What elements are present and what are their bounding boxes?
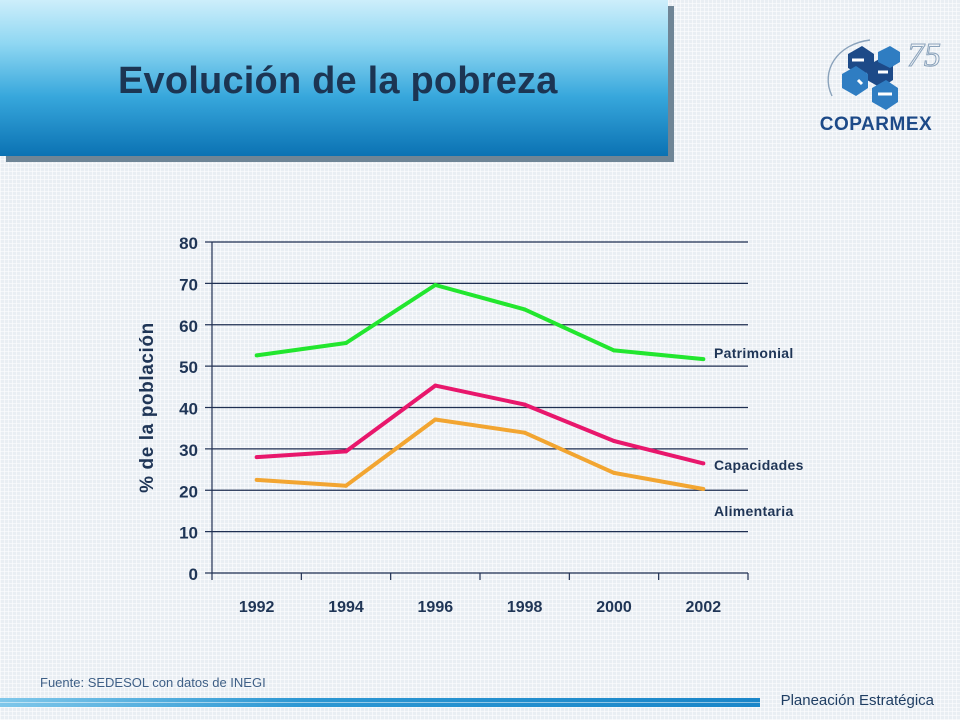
data-point <box>254 477 259 482</box>
data-point <box>701 487 706 492</box>
data-point <box>254 455 259 460</box>
x-tick-label: 1992 <box>239 599 275 616</box>
data-point <box>344 340 348 345</box>
series-line-patrimonial <box>256 283 704 362</box>
page-title: Evolución de la pobreza <box>118 60 558 102</box>
data-point <box>612 439 616 444</box>
footer-bar <box>0 698 760 707</box>
y-tick-label: 20 <box>179 482 198 501</box>
series-line-alimentaria <box>256 417 704 491</box>
series-label: Patrimonial <box>714 345 794 361</box>
title-banner: Evolución de la pobreza <box>0 0 668 156</box>
data-point <box>522 430 527 435</box>
data-point <box>344 449 348 454</box>
logo-wordmark: COPARMEX <box>819 114 933 135</box>
y-tick-label: 10 <box>179 524 198 543</box>
data-point <box>612 470 616 475</box>
x-tick-label: 2002 <box>686 599 722 616</box>
y-axis-title: % de la población <box>137 322 158 493</box>
y-tick-label: 0 <box>189 565 198 584</box>
logo-emblem-icon: 75 <box>827 37 942 110</box>
data-point <box>701 461 706 466</box>
x-tick-label: 1996 <box>418 599 454 616</box>
source-note: Fuente: SEDESOL con datos de INEGI <box>40 675 266 690</box>
data-point <box>254 353 259 358</box>
y-tick-label: 40 <box>179 400 198 419</box>
y-tick-label: 80 <box>179 234 198 253</box>
data-point <box>433 417 438 422</box>
x-tick-label: 1998 <box>507 599 543 616</box>
y-tick-label: 70 <box>179 275 198 294</box>
x-tick-label: 2000 <box>596 599 632 616</box>
data-point <box>522 307 527 312</box>
coparmex-logo: 75 COPARMEX <box>812 26 942 144</box>
data-point <box>344 483 348 488</box>
series-label: Capacidades <box>714 457 804 473</box>
data-point <box>522 402 527 407</box>
data-point <box>433 383 438 388</box>
logo-anniversary: 75 <box>907 37 941 74</box>
y-tick-label: 30 <box>179 441 198 460</box>
x-tick-label: 1994 <box>328 599 364 616</box>
footer-section-label: Planeación Estratégica <box>780 692 934 709</box>
series-line-capacidades <box>256 383 704 466</box>
y-tick-label: 60 <box>179 317 198 336</box>
data-point <box>612 348 616 353</box>
series-label: Alimentaria <box>714 503 794 519</box>
y-tick-label: 50 <box>179 358 198 377</box>
data-point <box>701 357 706 362</box>
data-point <box>433 283 438 288</box>
